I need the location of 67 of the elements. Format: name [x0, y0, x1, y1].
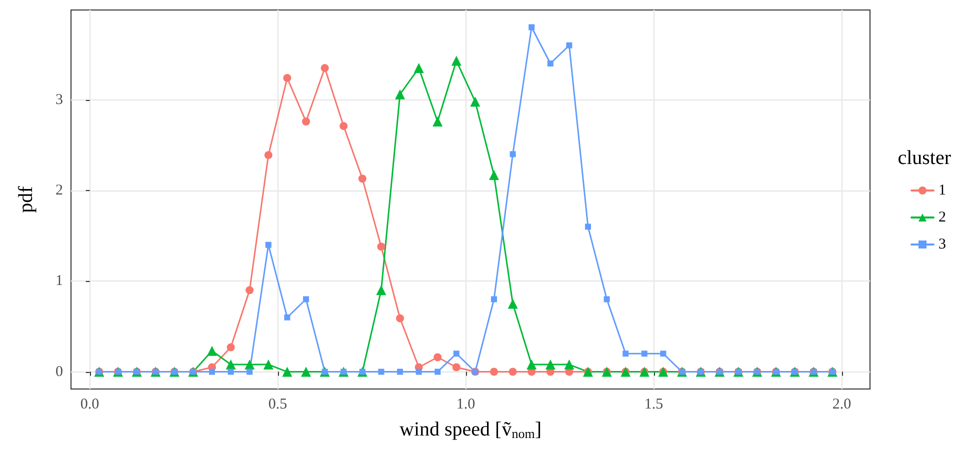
- point: [397, 368, 403, 375]
- point: [265, 242, 272, 248]
- point: [282, 366, 292, 377]
- y-tick-label: 1: [56, 273, 63, 290]
- y-tick-label: 0: [56, 364, 63, 380]
- point: [284, 314, 290, 320]
- point: [416, 368, 422, 375]
- point: [526, 360, 537, 370]
- point: [508, 298, 518, 309]
- point: [453, 350, 460, 357]
- y-tick-label: 2: [56, 182, 63, 198]
- point: [585, 224, 591, 230]
- point: [264, 151, 272, 160]
- point: [545, 360, 556, 370]
- legend-label: 2: [938, 210, 946, 226]
- point: [302, 118, 310, 126]
- point: [301, 366, 311, 377]
- point: [378, 368, 384, 375]
- point: [547, 60, 554, 66]
- point: [622, 350, 629, 357]
- point: [209, 368, 215, 375]
- point: [303, 296, 309, 302]
- x-tick-label: 1.0: [456, 396, 476, 412]
- point: [490, 368, 498, 376]
- y-tick-label: 3: [56, 92, 63, 108]
- point: [641, 350, 648, 357]
- point: [508, 368, 517, 376]
- point: [377, 242, 386, 251]
- x-tick-label: 0.0: [80, 396, 100, 412]
- point: [528, 24, 535, 30]
- point: [340, 122, 348, 130]
- point: [491, 296, 497, 302]
- point: [320, 64, 329, 72]
- y-axis-title: pdf: [15, 186, 37, 213]
- point: [564, 360, 574, 370]
- point: [510, 151, 516, 158]
- x-axis-title: wind speed [ṽnom]: [400, 418, 542, 441]
- legend-label: 3: [938, 236, 946, 252]
- point: [432, 116, 443, 127]
- x-tick-label: 1.5: [644, 396, 664, 412]
- point: [451, 56, 462, 66]
- point: [452, 363, 460, 372]
- x-tick-label: 0.5: [268, 396, 288, 412]
- point: [489, 170, 499, 180]
- point: [226, 360, 236, 370]
- point: [376, 285, 386, 296]
- point: [470, 96, 480, 107]
- point: [395, 89, 405, 100]
- point: [396, 314, 404, 322]
- point: [660, 350, 666, 357]
- point: [263, 360, 274, 370]
- point: [414, 63, 424, 74]
- point: [228, 368, 234, 375]
- point: [604, 296, 610, 302]
- legend-title: cluster: [898, 147, 952, 169]
- point: [246, 368, 253, 375]
- point: [358, 174, 366, 183]
- point: [207, 346, 217, 356]
- point: [226, 343, 235, 352]
- point: [434, 368, 441, 375]
- x-tick-label: 2.0: [832, 396, 852, 412]
- point: [566, 42, 572, 48]
- point: [283, 74, 292, 82]
- legend-label: 1: [938, 182, 946, 198]
- point: [246, 286, 254, 294]
- point: [244, 360, 255, 370]
- point: [434, 353, 442, 362]
